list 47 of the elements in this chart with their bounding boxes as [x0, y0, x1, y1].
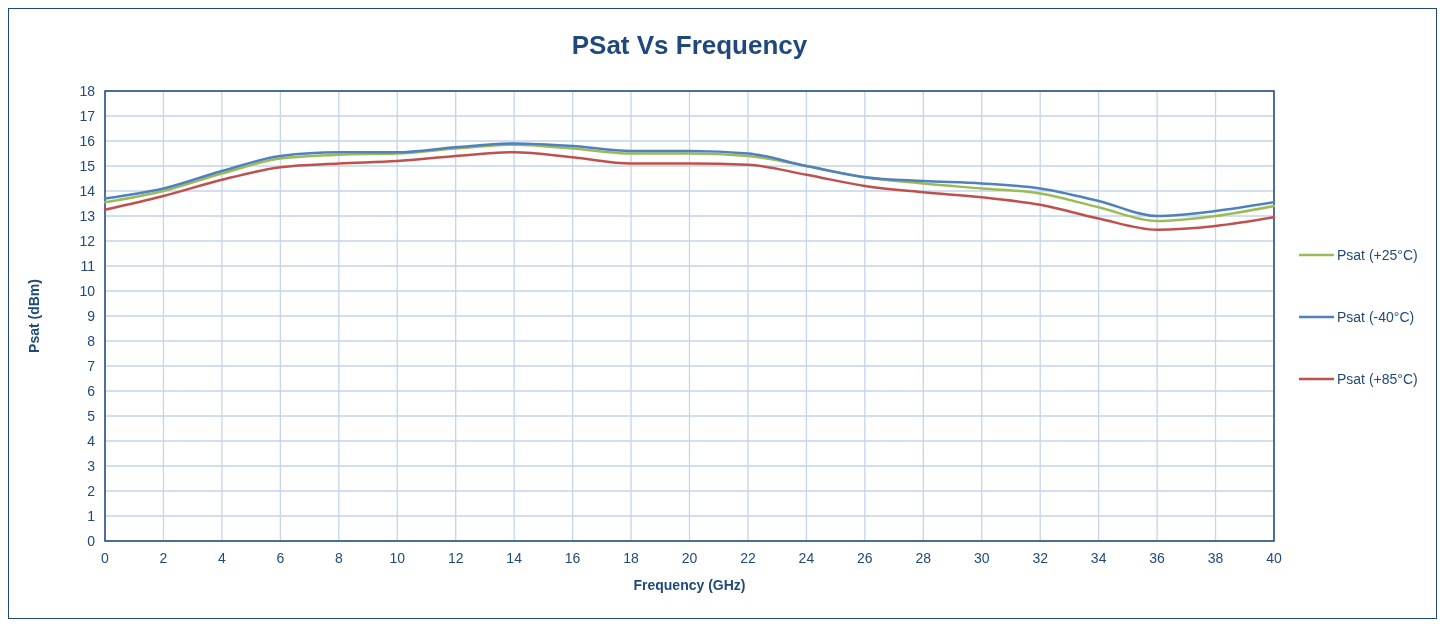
y-tick-label: 7 [87, 358, 96, 374]
y-tick-label: 1 [87, 508, 96, 524]
x-tick-label: 26 [857, 550, 873, 566]
y-tick-label: 16 [79, 133, 96, 149]
y-tick-label: 12 [79, 233, 96, 249]
x-tick-label: 8 [334, 550, 343, 566]
y-tick-label: 11 [80, 258, 96, 274]
x-tick-label: 34 [1090, 550, 1107, 566]
x-tick-label: 12 [447, 550, 464, 566]
y-tick-label: 3 [87, 458, 96, 474]
y-tick-label: 10 [79, 283, 96, 299]
y-tick-label: 4 [87, 433, 96, 449]
y-tick-label: 2 [87, 483, 96, 499]
x-tick-label: 22 [740, 550, 756, 566]
x-tick-label: 28 [915, 550, 932, 566]
legend-label: Psat (-40°C) [1337, 309, 1415, 325]
legend-label: Psat (+25°C) [1337, 247, 1418, 263]
y-tick-label: 0 [87, 533, 96, 549]
x-tick-label: 0 [101, 550, 110, 566]
y-tick-label: 9 [87, 308, 96, 324]
x-tick-label: 40 [1266, 550, 1282, 566]
y-tick-label: 15 [79, 158, 96, 174]
y-axis-title: Psat (dBm) [26, 279, 42, 353]
x-tick-label: 36 [1149, 550, 1166, 566]
x-tick-label: 6 [276, 550, 285, 566]
x-tick-label: 4 [218, 550, 226, 566]
y-tick-label: 5 [87, 408, 96, 424]
y-tick-label: 8 [87, 333, 96, 349]
y-tick-label: 18 [79, 83, 96, 99]
y-tick-label: 6 [87, 383, 96, 399]
x-tick-label: 30 [973, 550, 990, 566]
y-tick-label: 17 [79, 108, 96, 124]
x-tick-label: 38 [1207, 550, 1224, 566]
x-tick-label: 2 [159, 550, 168, 566]
legend-label: Psat (+85°C) [1337, 371, 1418, 387]
x-tick-label: 20 [681, 550, 698, 566]
y-tick-label: 14 [79, 183, 96, 199]
x-tick-label: 14 [506, 550, 523, 566]
line-series [103, 151, 1276, 231]
y-tick-label: 13 [79, 208, 96, 224]
x-tick-label: 32 [1032, 550, 1049, 566]
chart-title: PSat Vs Frequency [571, 30, 808, 60]
x-tick-label: 16 [564, 550, 581, 566]
x-tick-label: 18 [623, 550, 640, 566]
x-tick-label: 10 [389, 550, 406, 566]
x-tick-label: 24 [798, 550, 815, 566]
x-axis-title: Frequency (GHz) [633, 577, 746, 593]
